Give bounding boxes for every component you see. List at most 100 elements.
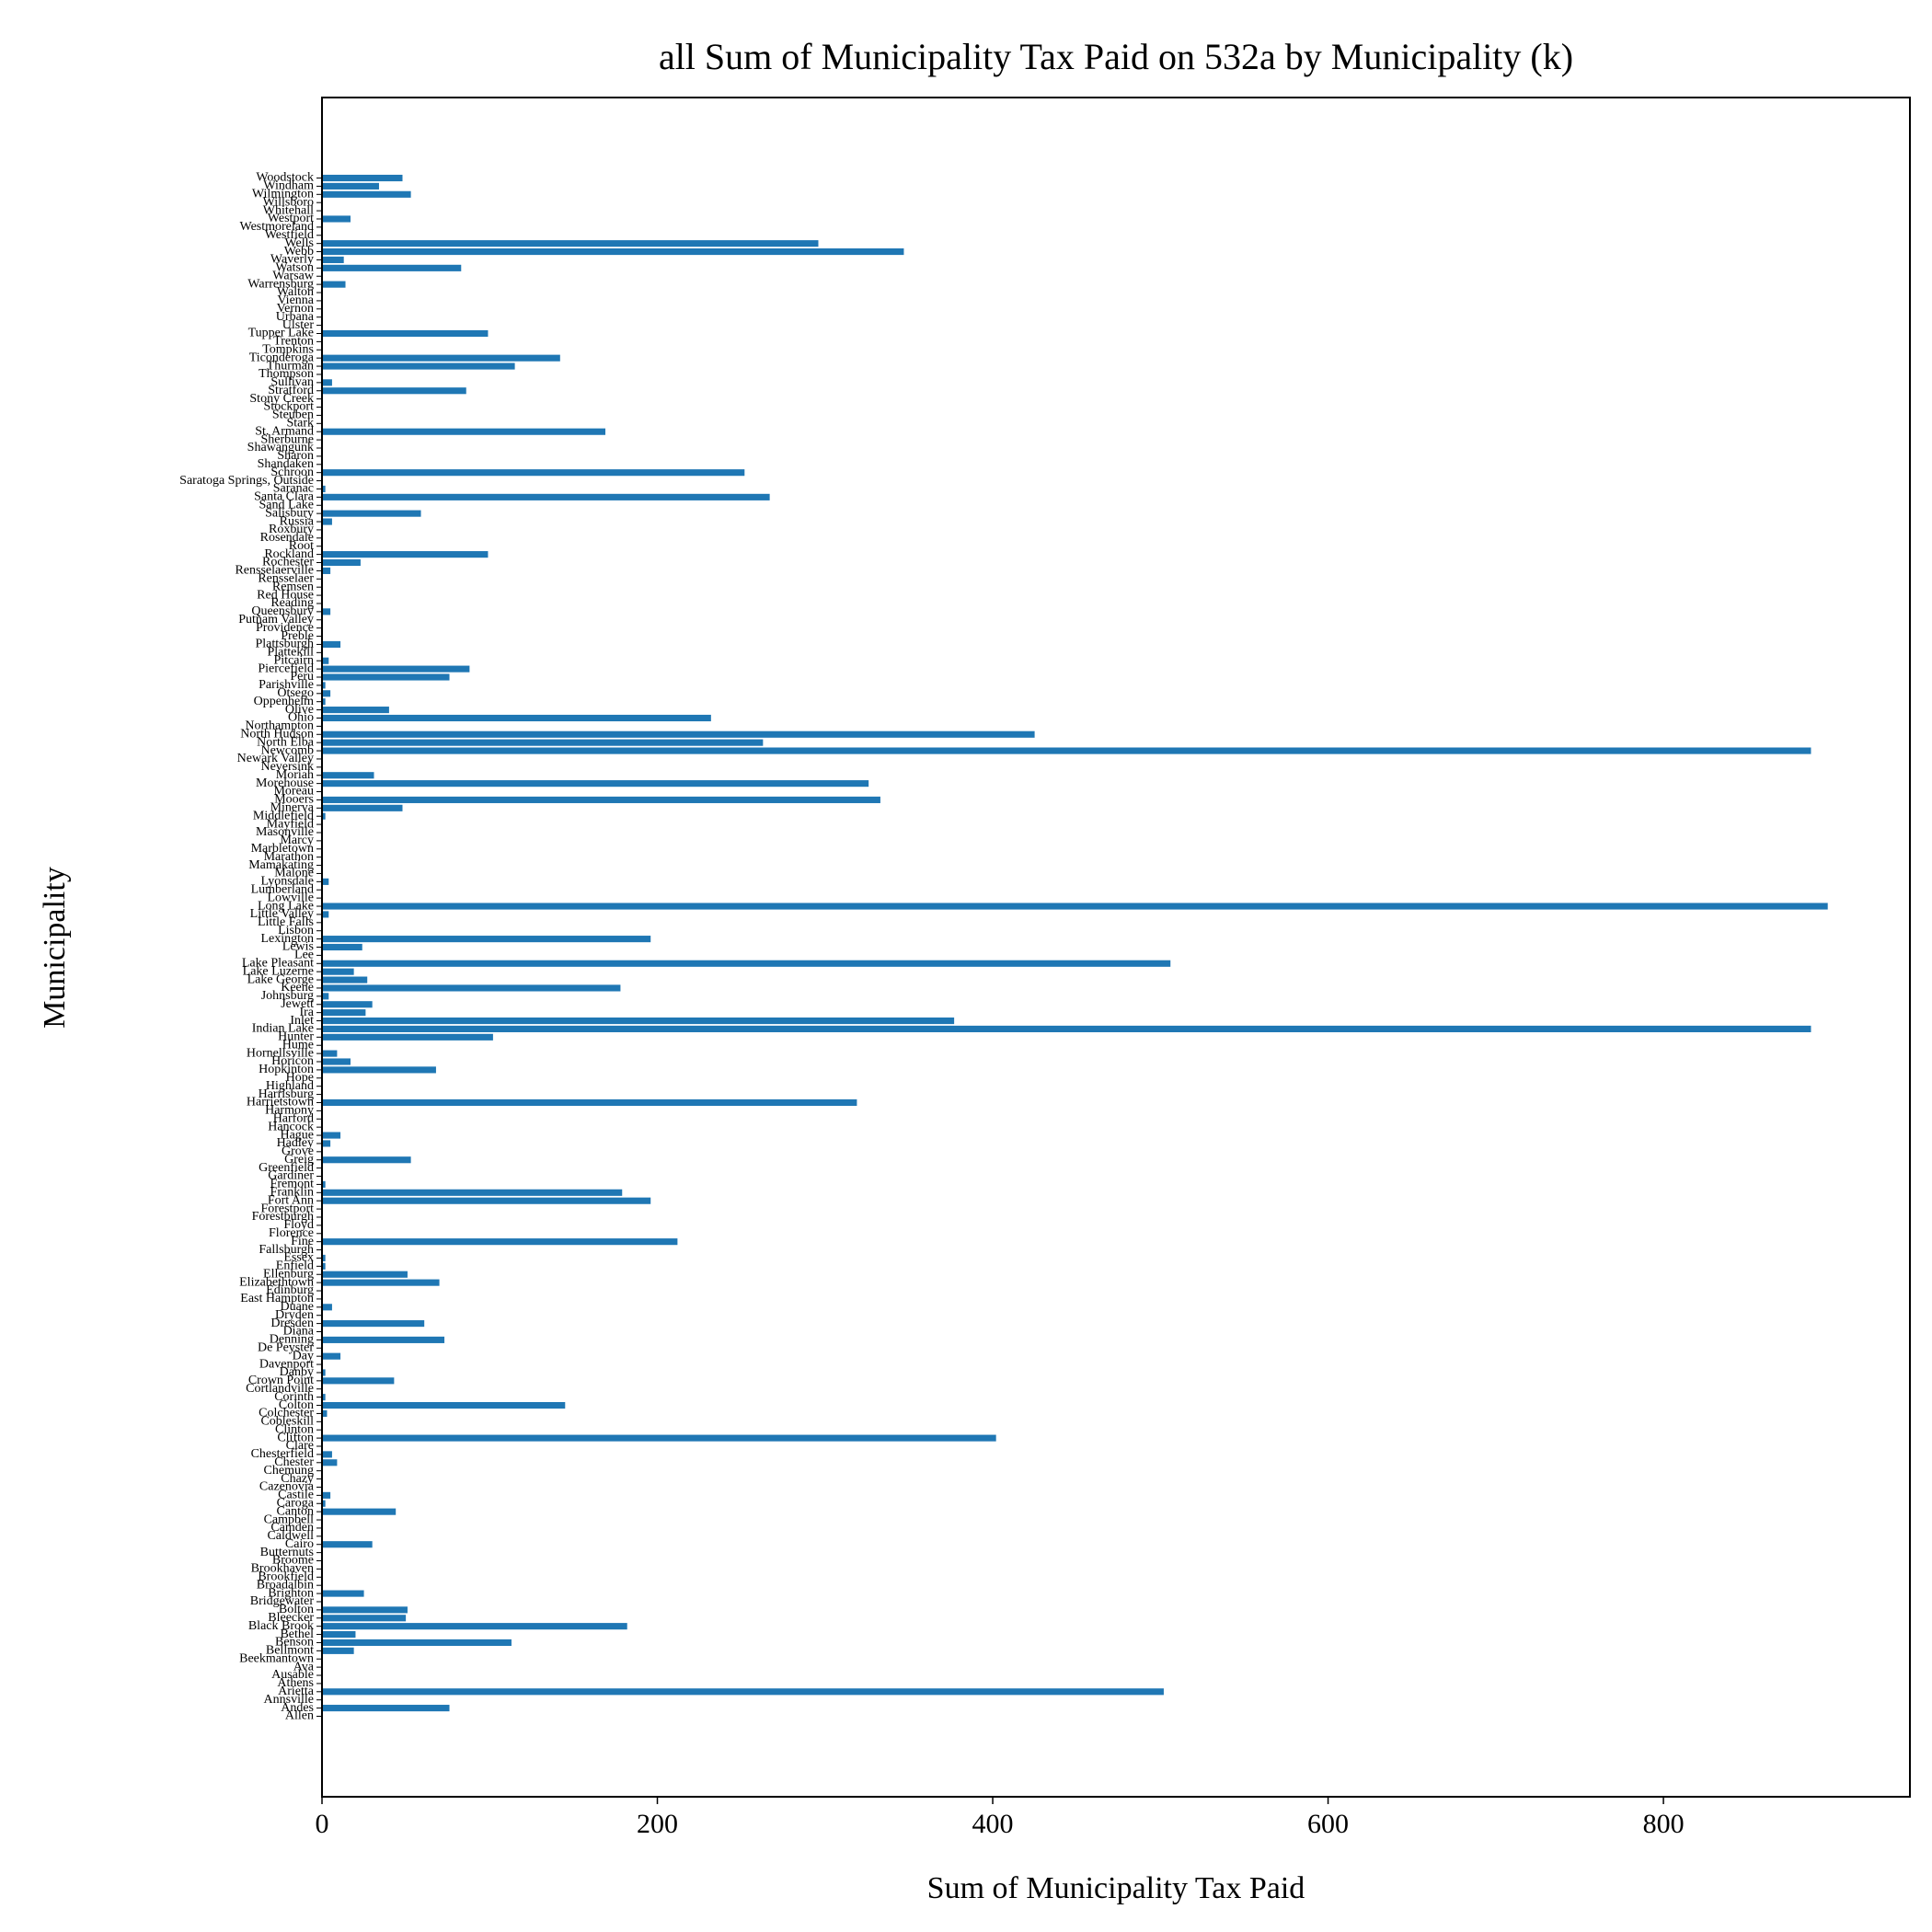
y-tick-label: Vienna [277, 293, 314, 307]
bar [322, 247, 904, 256]
y-tick-label: Ellenburg [263, 1267, 314, 1281]
y-tick-label: Bleecker [268, 1611, 314, 1625]
y-tick-label: Diana [283, 1325, 315, 1339]
bar [322, 878, 329, 885]
bar [322, 1491, 331, 1499]
y-tick-label: Davenport [259, 1357, 314, 1371]
y-tick-label: Lee [294, 949, 314, 962]
y-tick-label: Bellmont [266, 1644, 314, 1658]
bar [322, 1262, 326, 1270]
y-tick-label: Walton [277, 285, 314, 299]
bar [322, 256, 344, 264]
y-tick-label: Day [293, 1349, 314, 1363]
bar [322, 1271, 408, 1278]
bar [322, 1630, 356, 1639]
y-tick-label: Woodstock [256, 171, 314, 185]
y-tick-label: Watson [275, 261, 314, 275]
y-tick-label: Saranac [273, 482, 314, 496]
bar [322, 911, 329, 918]
y-tick-label: Bolton [279, 1603, 314, 1616]
y-tick-label: Shandaken [258, 457, 314, 471]
y-tick-label: Dresden [270, 1317, 314, 1330]
y-tick-label: Lexington [260, 932, 314, 946]
y-tick-label: Highland [266, 1079, 314, 1093]
bar [322, 567, 331, 574]
bar [322, 558, 361, 567]
y-tick-label: Saratoga Springs, Outside [179, 474, 314, 488]
y-tick-label: Greenfield [259, 1161, 314, 1175]
y-tick-label: Essex [283, 1251, 314, 1265]
y-tick-label: Florence [269, 1226, 314, 1240]
x-tick-label: 0 [316, 1809, 329, 1839]
bar [322, 698, 326, 706]
y-tick-label: Shawangunk [247, 441, 314, 454]
y-tick-label: Westmoreland [239, 220, 314, 234]
y-tick-label: Warsaw [272, 269, 315, 282]
bar [322, 1009, 366, 1017]
y-tick-label: Hornellsville [247, 1046, 314, 1060]
bar [322, 1394, 326, 1401]
y-tick-label: Grove [282, 1144, 314, 1158]
y-tick-label: Parishville [259, 678, 314, 692]
y-tick-label: St. Armand [255, 424, 314, 438]
y-tick-label: Mamakating [248, 858, 314, 872]
bar [322, 812, 326, 820]
y-axis-label: Municipality [38, 867, 72, 1029]
y-tick-label: Santa Clara [254, 490, 315, 504]
y-tick-label: Sand Lake [259, 498, 314, 512]
y-tick-label: Moreau [273, 785, 314, 799]
x-tick-label: 200 [637, 1809, 678, 1839]
bar [322, 804, 403, 811]
bar [322, 1639, 512, 1647]
y-tick-label: Newcomb [260, 743, 314, 757]
bar [322, 174, 403, 182]
bar [322, 1033, 493, 1041]
y-tick-label: Edinburg [266, 1283, 314, 1297]
y-tick-label: Middlefield [253, 809, 314, 822]
bar [322, 1320, 425, 1328]
y-tick-label: Providence [256, 621, 314, 635]
y-tick-label: Schroon [270, 466, 314, 479]
y-tick-label: Allen [285, 1709, 314, 1723]
y-tick-label: Denning [270, 1333, 314, 1347]
y-tick-label: Butternuts [260, 1546, 314, 1559]
bar [322, 1508, 397, 1515]
bar [322, 387, 466, 395]
bar [322, 1352, 341, 1360]
y-tick-label: Marathon [264, 850, 314, 864]
y-tick-label: Thompson [259, 367, 314, 381]
bar [322, 984, 621, 992]
y-tick-label: North Elba [257, 735, 315, 749]
y-tick-label: Chester [274, 1455, 314, 1469]
bar [322, 1017, 955, 1025]
y-tick-label: Salisbury [265, 506, 314, 520]
bar [322, 329, 489, 338]
y-tick-label: Cortlandville [246, 1382, 314, 1396]
y-tick-label: Ohio [288, 711, 314, 725]
y-tick-label: Wilmington [252, 188, 314, 201]
bar [322, 960, 1171, 967]
y-tick-label: Remsen [272, 580, 314, 593]
y-tick-label: Forestport [260, 1202, 314, 1215]
bar [322, 354, 560, 362]
y-tick-label: Rensselaer [258, 572, 314, 586]
y-tick-label: Russia [280, 514, 315, 528]
bar [322, 1058, 351, 1065]
y-tick-label: Masonville [256, 825, 314, 839]
x-tick-label: 400 [972, 1809, 1014, 1839]
y-tick-label: Fort Ann [268, 1193, 314, 1207]
y-tick-label: Fine [291, 1235, 314, 1248]
bar [322, 215, 351, 223]
chart-title: all Sum of Municipality Tax Paid on 532a… [659, 36, 1573, 77]
y-tick-label: Plattsburgh [255, 638, 314, 651]
y-tick-label: Sullivan [270, 375, 314, 389]
y-tick-label: Stratford [268, 384, 314, 397]
bar [322, 1451, 332, 1458]
bar [322, 1590, 364, 1597]
y-tick-label: Camden [270, 1521, 314, 1535]
y-tick-label: Trenton [273, 335, 314, 349]
y-tick-label: Waverly [270, 253, 314, 267]
bar [322, 1623, 627, 1630]
y-tick-label: Floyd [283, 1218, 314, 1232]
bar [322, 428, 606, 435]
